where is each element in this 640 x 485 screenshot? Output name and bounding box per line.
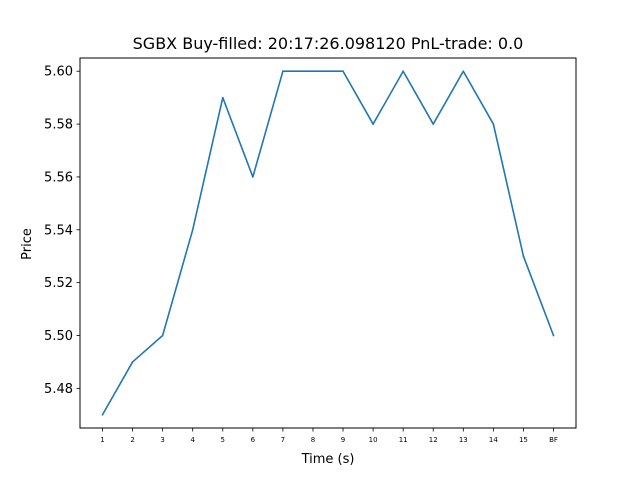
x-tick-label: BF — [549, 436, 558, 444]
data-point — [402, 70, 404, 73]
y-axis-ticks: 5.48 5.50 5.52 5.54 5.56 5.58 5.60 — [44, 65, 80, 397]
data-point — [161, 334, 164, 337]
x-tick-label: 6 — [251, 436, 256, 444]
series-layer — [101, 70, 555, 416]
data-point — [372, 123, 374, 125]
plot-frame — [79, 57, 577, 429]
data-point — [522, 255, 525, 258]
data-point — [101, 413, 104, 416]
chart-title: SGBX Buy-filled: 20:17:26.098120 PnL-tra… — [133, 34, 524, 53]
x-tick-label: 9 — [341, 436, 345, 444]
x-tick-label: 15 — [519, 436, 528, 444]
x-tick-label: 4 — [190, 436, 195, 444]
data-point — [312, 70, 314, 73]
x-tick-label: 2 — [130, 436, 134, 444]
y-tick-label: 5.48 — [44, 382, 73, 397]
data-point — [552, 334, 555, 337]
data-point — [221, 96, 224, 99]
data-point — [492, 123, 495, 125]
x-tick-label: 5 — [221, 436, 225, 444]
y-tick-label: 5.54 — [44, 223, 73, 238]
x-tick-label: 12 — [429, 436, 438, 444]
y-tick-label: 5.56 — [44, 170, 73, 185]
x-tick-label: 11 — [399, 436, 408, 444]
data-point — [432, 123, 435, 125]
x-tick-label: 14 — [489, 436, 498, 444]
x-tick-label: 1 — [100, 436, 104, 444]
x-tick-label: 3 — [160, 436, 164, 444]
x-axis-label: Time (s) — [301, 452, 355, 467]
y-tick-label: 5.58 — [44, 118, 73, 133]
x-tick-label: 7 — [281, 436, 285, 444]
x-axis-ticks: 1 2 3 4 5 6 7 8 9 10 11 12 13 14 15 BF — [100, 428, 558, 444]
data-point — [282, 70, 284, 73]
y-tick-label: 5.52 — [44, 276, 73, 291]
x-tick-label: 8 — [311, 436, 315, 444]
y-tick-label: 5.60 — [44, 65, 73, 80]
y-tick-label: 5.50 — [44, 329, 73, 344]
data-point — [131, 361, 134, 363]
x-tick-label: 10 — [369, 436, 378, 444]
data-point — [191, 228, 194, 231]
data-point — [252, 176, 254, 178]
x-tick-label: 13 — [459, 436, 468, 444]
y-axis-label: Price — [20, 228, 35, 260]
series-line — [101, 70, 555, 416]
data-point — [462, 70, 465, 73]
data-point — [342, 70, 344, 73]
